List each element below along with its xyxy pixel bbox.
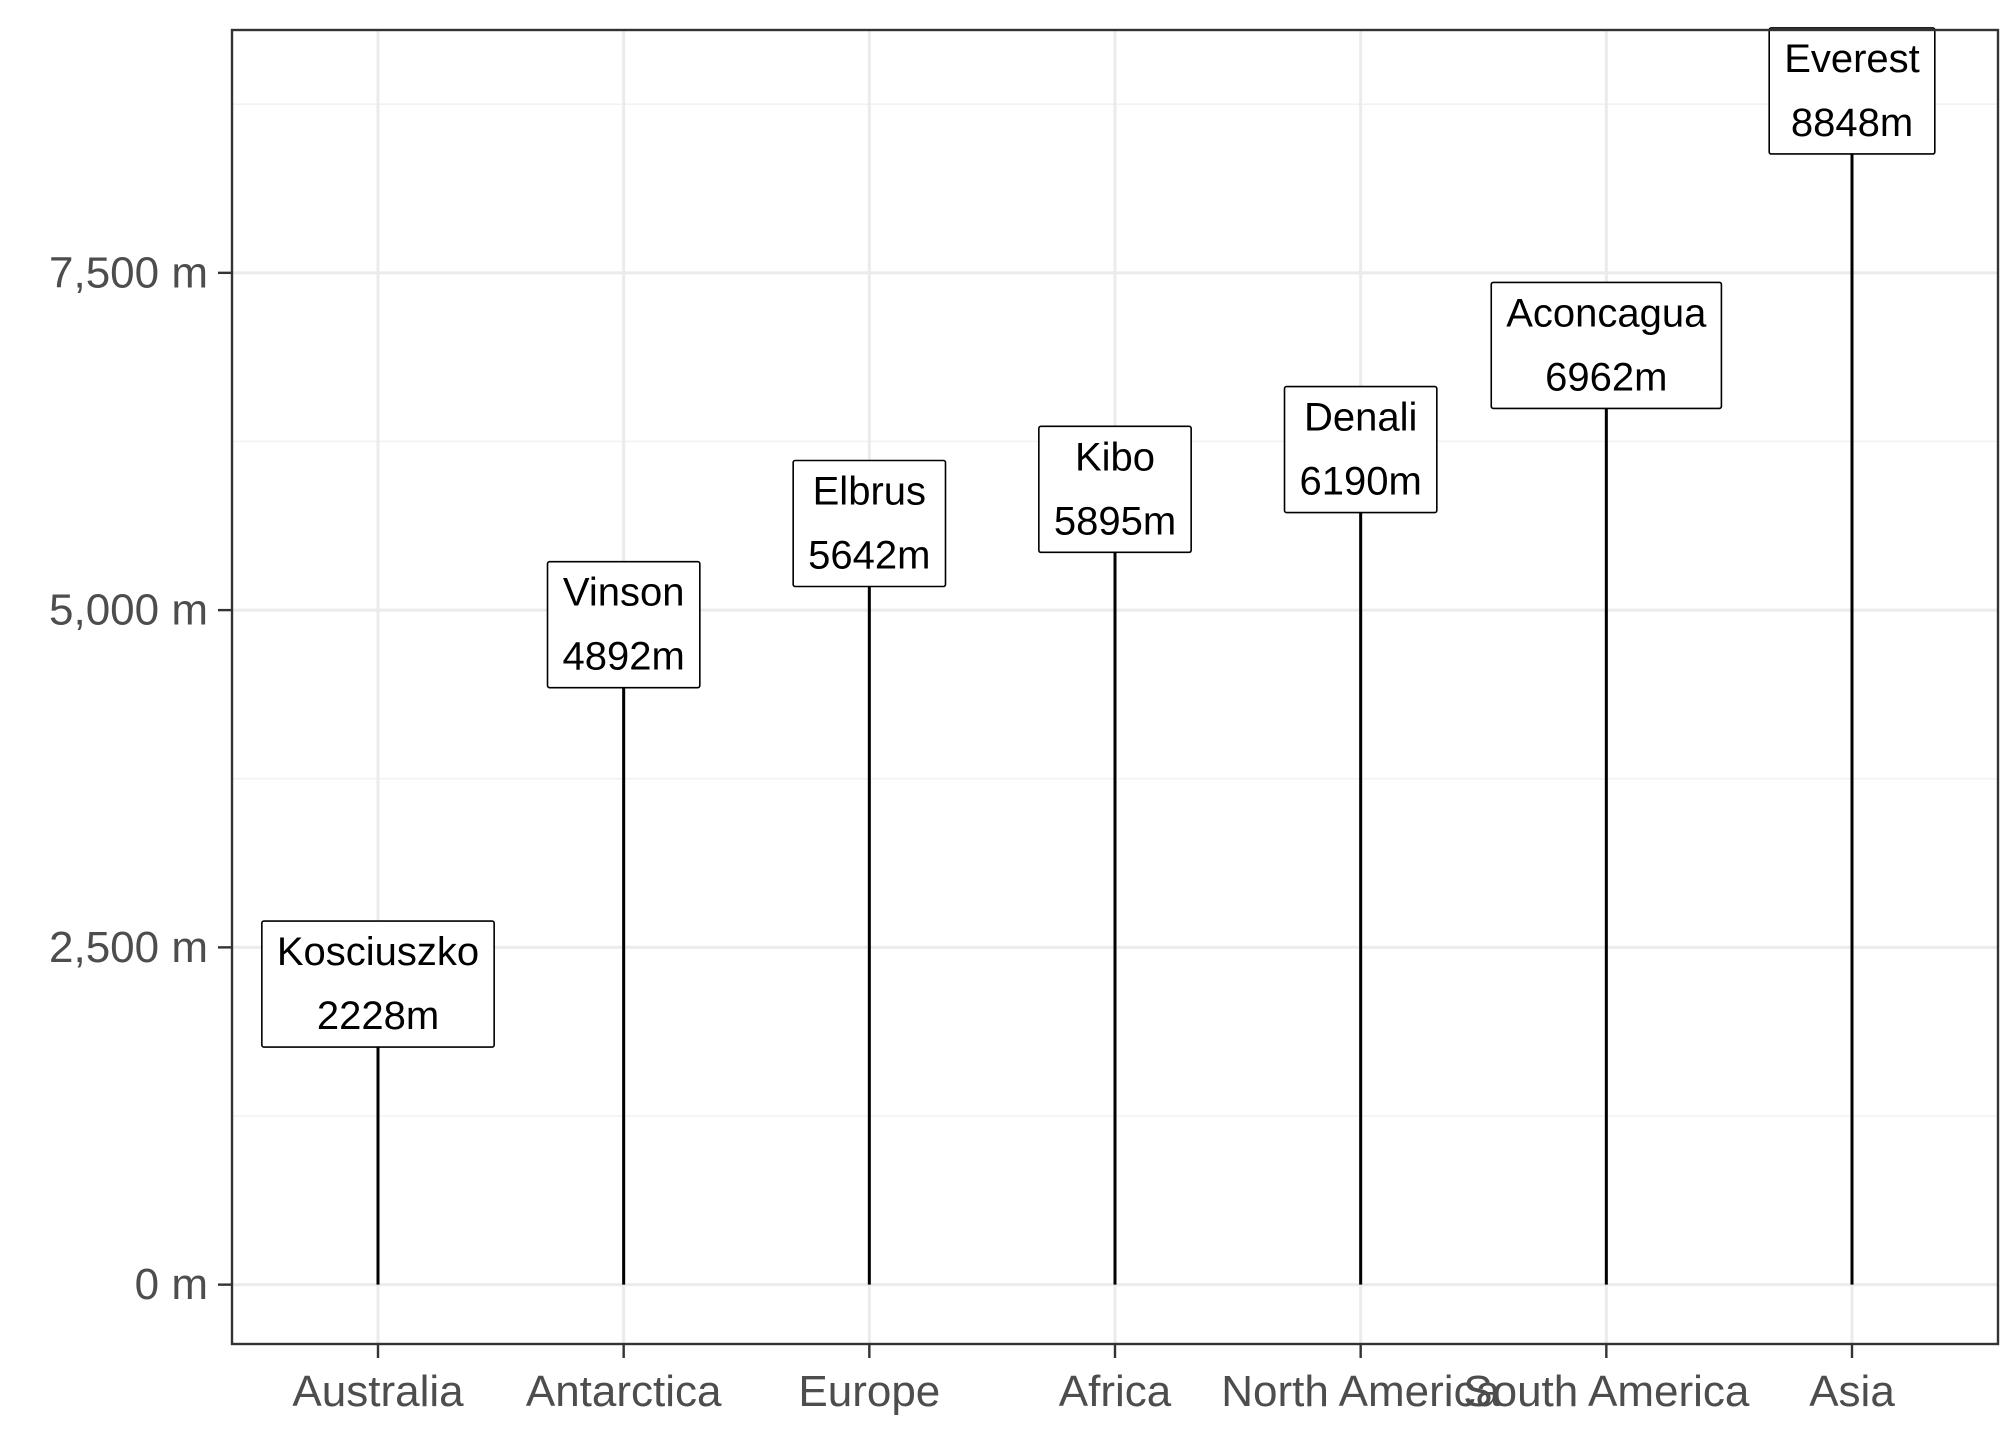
data-label-value: 6962m (1545, 355, 1667, 399)
data-label-name: Everest (1784, 37, 1920, 81)
data-labels: Kosciuszko 2228m Vinson 4892m Elbrus 5642m Kib… (261, 27, 1936, 1048)
data-label-name: Kibo (1075, 435, 1155, 479)
x-tick-label: North America (1221, 1367, 1500, 1416)
data-label-box (1283, 385, 1438, 514)
data-label-name: Aconcagua (1506, 291, 1707, 335)
lollipop-stems (376, 90, 1854, 1285)
data-label-box (1768, 27, 1936, 155)
x-tick-label: Africa (1059, 1367, 1172, 1416)
data-label-name: Denali (1304, 396, 1417, 440)
y-tick-label: 0 m (135, 1260, 208, 1309)
data-label-value: 2228m (317, 994, 439, 1038)
y-axis: 0 m 2,500 m 5,000 m 7,500 m (49, 248, 232, 1309)
data-label-name: Elbrus (813, 469, 926, 513)
data-label-box (1490, 281, 1723, 410)
x-tick-label: Australia (292, 1367, 464, 1416)
data-label-value: 5642m (808, 533, 930, 577)
data-label-box (1038, 425, 1192, 554)
data-label: Elbrus 5642m (792, 459, 947, 588)
data-label-box (546, 560, 701, 689)
data-label-value: 5895m (1054, 499, 1176, 543)
x-tick-label: Asia (1809, 1367, 1895, 1416)
y-tick-label: 2,500 m (49, 923, 208, 972)
y-tick-label: 5,000 m (49, 586, 208, 635)
x-tick-label: Antarctica (526, 1367, 722, 1416)
data-label-value: 4892m (563, 635, 685, 679)
data-label-box (792, 459, 947, 588)
data-label: Denali 6190m (1283, 385, 1438, 514)
data-label: Kibo 5895m (1038, 425, 1192, 554)
data-label-box (261, 920, 495, 1048)
y-tick-label: 7,500 m (49, 248, 208, 297)
data-label-name: Vinson (563, 571, 685, 615)
x-tick-label: South America (1463, 1367, 1750, 1416)
data-label: Aconcagua 6962m (1490, 281, 1723, 410)
data-label-name: Kosciuszko (277, 930, 479, 974)
data-label: Kosciuszko 2228m (261, 920, 495, 1048)
data-label-value: 8848m (1791, 101, 1913, 145)
data-label: Everest 8848m (1768, 27, 1936, 155)
x-tick-label: Europe (798, 1367, 940, 1416)
x-axis: Australia Antarctica Europe Africa North Ame… (292, 1344, 1895, 1416)
data-label: Vinson 4892m (546, 560, 701, 689)
data-label-value: 6190m (1300, 460, 1422, 504)
